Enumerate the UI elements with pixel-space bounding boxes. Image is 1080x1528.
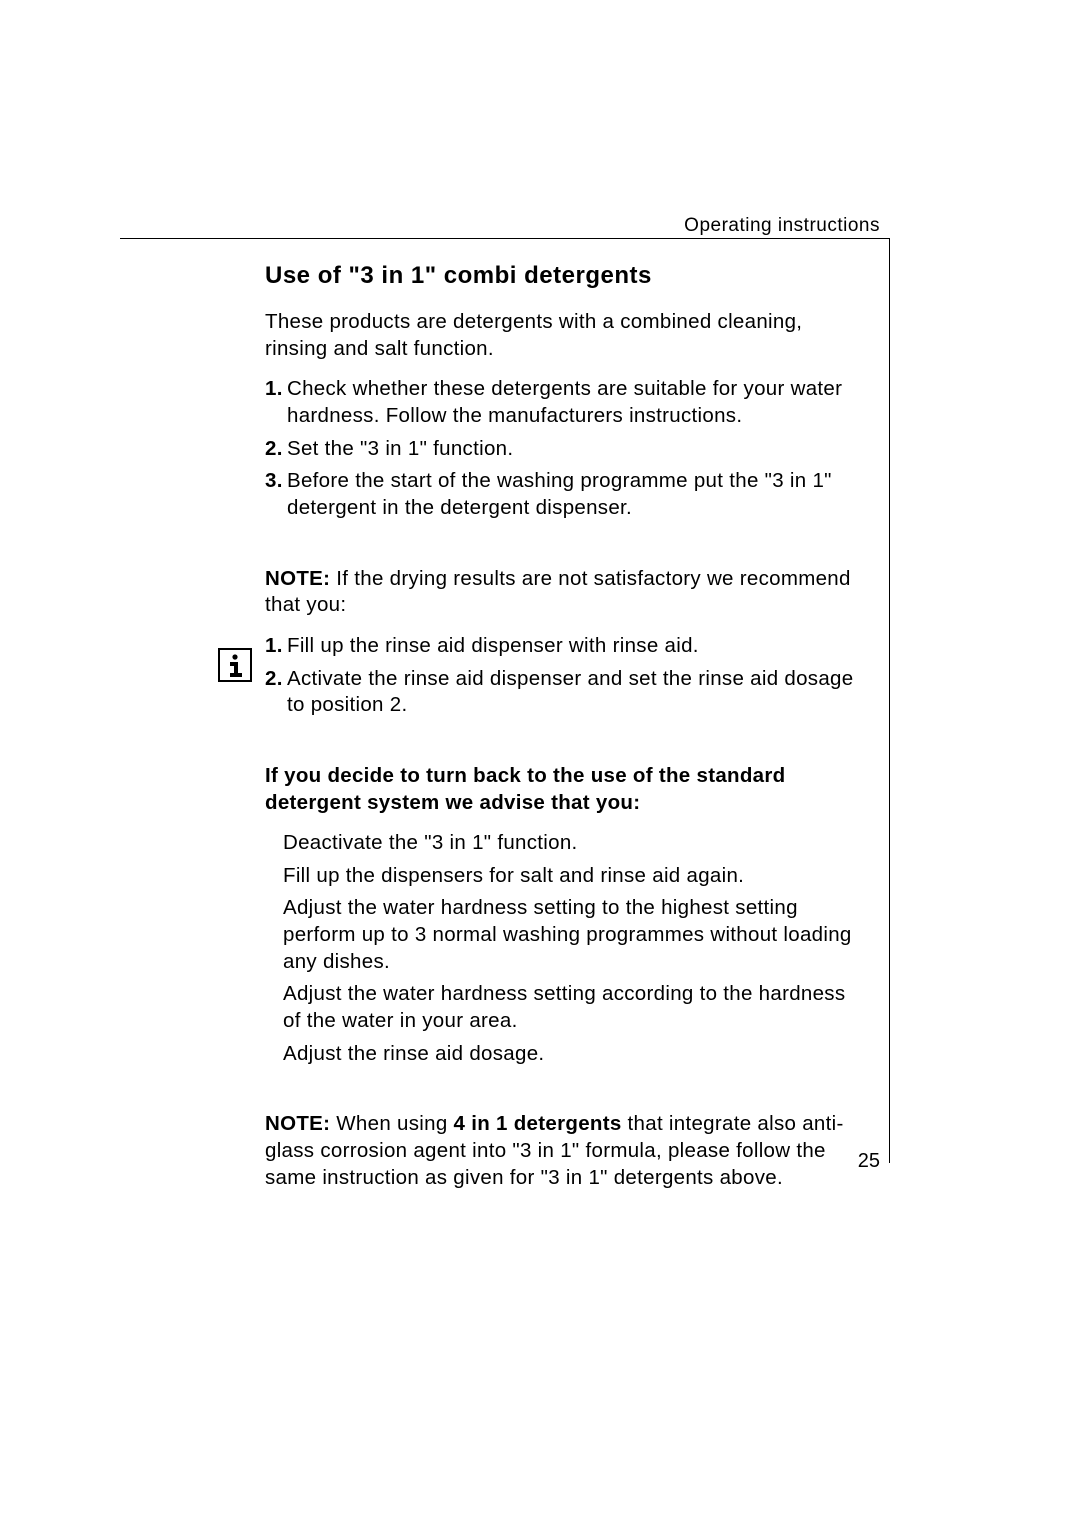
list-item: 2. Activate the rinse aid dispenser and … bbox=[265, 666, 865, 719]
list-item: Deactivate the "3 in 1" function. bbox=[283, 830, 865, 857]
list-number: 1. bbox=[265, 633, 287, 660]
list-text: Set the "3 in 1" function. bbox=[287, 436, 865, 463]
ordered-list-1: 1. Check whether these detergents are su… bbox=[265, 376, 865, 521]
list-item: Fill up the dispensers for salt and rins… bbox=[283, 863, 865, 890]
list-text: Before the start of the washing programm… bbox=[287, 468, 865, 521]
header-label: Operating instructions bbox=[684, 215, 880, 237]
list-text: Activate the rinse aid dispenser and set… bbox=[287, 666, 865, 719]
list-item: 2. Set the "3 in 1" function. bbox=[265, 436, 865, 463]
note-label: NOTE: bbox=[265, 1112, 330, 1135]
advice-heading: If you decide to turn back to the use of… bbox=[265, 763, 865, 816]
content-column: Use of "3 in 1" combi detergents These p… bbox=[265, 250, 865, 1205]
note-text: If the drying results are not satisfacto… bbox=[265, 567, 851, 617]
list-number: 1. bbox=[265, 376, 287, 429]
note-bold-text: 4 in 1 detergents bbox=[454, 1112, 622, 1135]
bullet-list: Deactivate the "3 in 1" function. Fill u… bbox=[265, 830, 865, 1067]
page-number: 25 bbox=[858, 1150, 880, 1173]
note-2: NOTE: When using 4 in 1 detergents that … bbox=[265, 1111, 865, 1191]
ordered-list-2: 1. Fill up the rinse aid dispenser with … bbox=[265, 633, 865, 719]
list-number: 2. bbox=[265, 436, 287, 463]
list-item: 1. Check whether these detergents are su… bbox=[265, 376, 865, 429]
list-text: Fill up the rinse aid dispenser with rin… bbox=[287, 633, 865, 660]
list-number: 3. bbox=[265, 468, 287, 521]
note-1: NOTE: If the drying results are not sati… bbox=[265, 566, 865, 619]
note-text-pre: When using bbox=[330, 1112, 453, 1135]
list-number: 2. bbox=[265, 666, 287, 719]
list-item: Adjust the water hardness setting to the… bbox=[283, 895, 865, 975]
section-title: Use of "3 in 1" combi detergents bbox=[265, 260, 865, 291]
list-text: Check whether these detergents are suita… bbox=[287, 376, 865, 429]
divider-right bbox=[889, 238, 890, 1163]
list-item: Adjust the rinse aid dosage. bbox=[283, 1041, 865, 1068]
list-item: 3. Before the start of the washing progr… bbox=[265, 468, 865, 521]
list-item: Adjust the water hardness setting accord… bbox=[283, 981, 865, 1034]
info-icon bbox=[218, 648, 252, 682]
intro-paragraph: These products are detergents with a com… bbox=[265, 309, 865, 362]
divider-top bbox=[120, 238, 890, 239]
manual-page: Operating instructions Use of "3 in 1" c… bbox=[0, 0, 1080, 1528]
list-item: 1. Fill up the rinse aid dispenser with … bbox=[265, 633, 865, 660]
note-label: NOTE: bbox=[265, 567, 330, 590]
